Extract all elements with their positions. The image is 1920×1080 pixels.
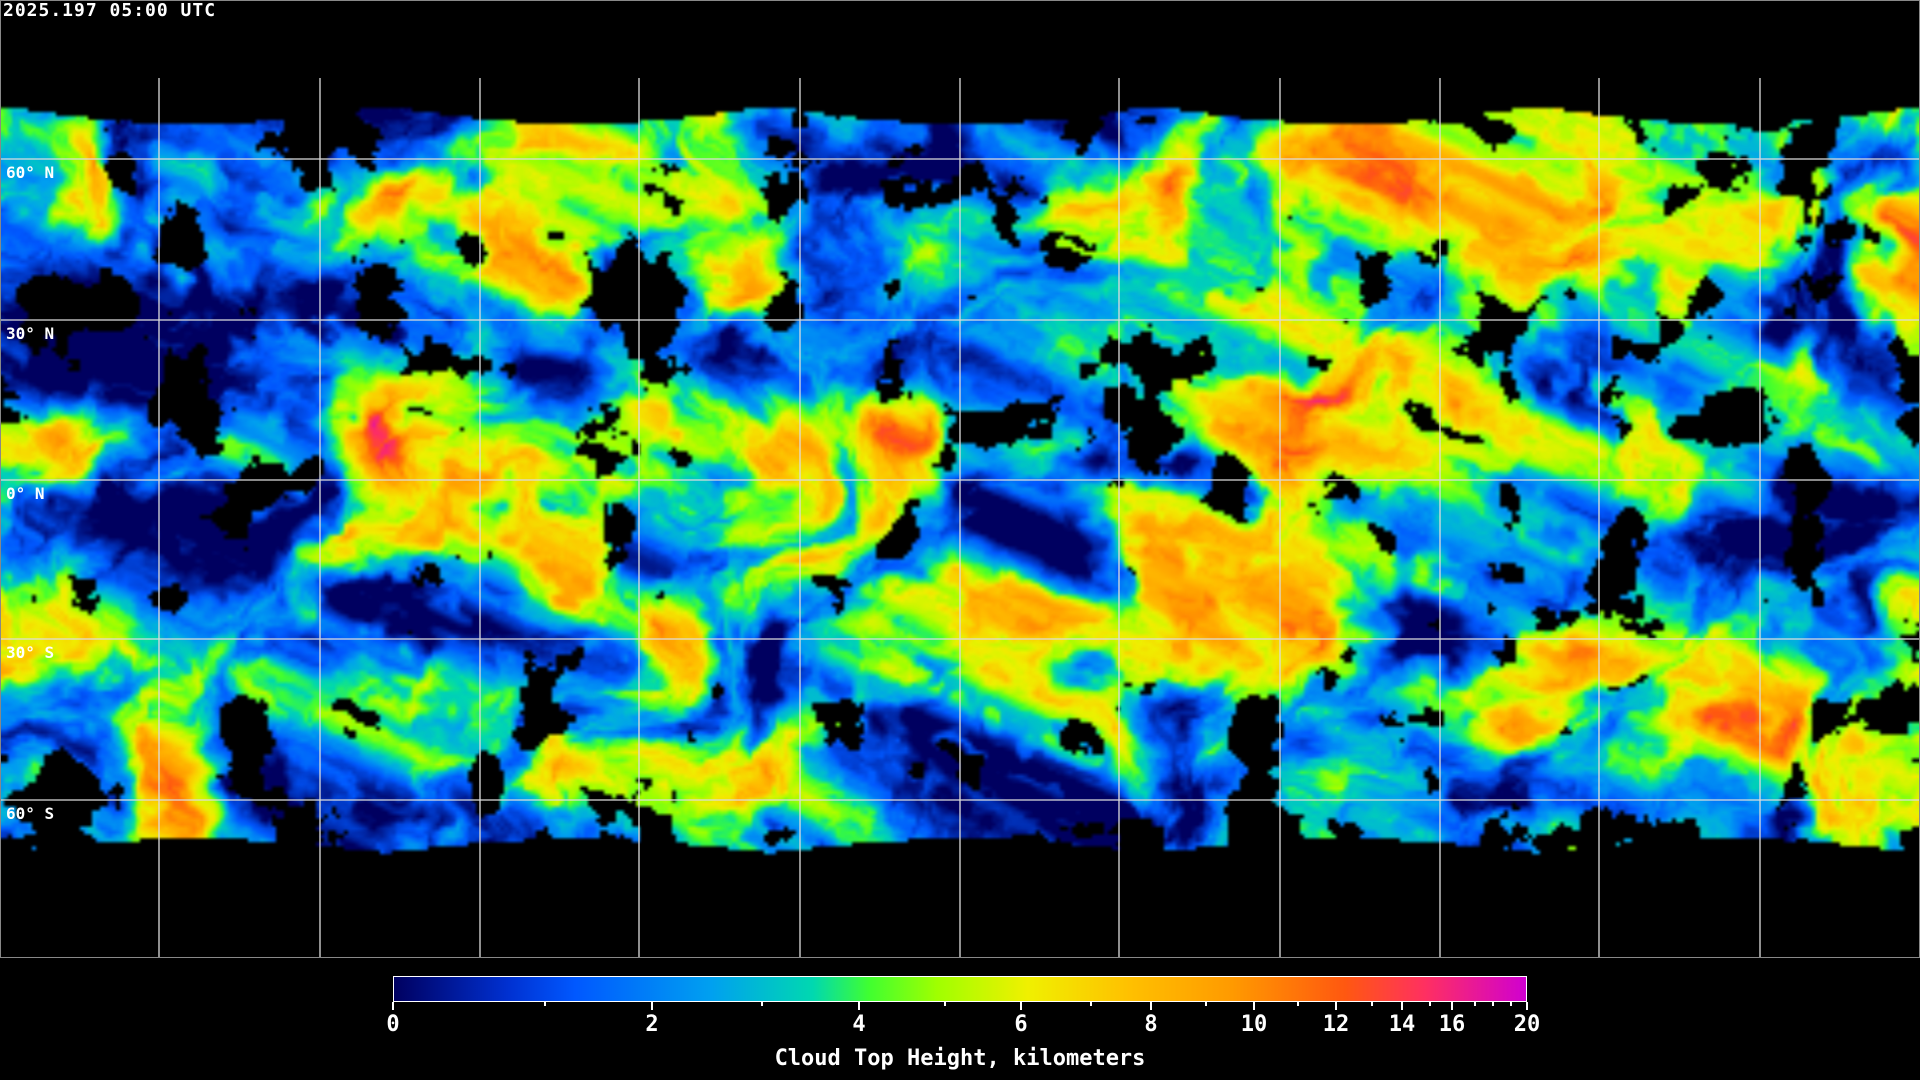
tick-label: 20 bbox=[1513, 1012, 1541, 1037]
graticule bbox=[0, 78, 1920, 958]
tick-label: 8 bbox=[1144, 1012, 1158, 1037]
colorbar-ticks bbox=[392, 1002, 1528, 1010]
colorbar-label: Cloud Top Height, kilometers bbox=[774, 1046, 1146, 1071]
lat-label-30s: 30° S bbox=[6, 643, 55, 662]
lat-label-30n: 30° N bbox=[6, 324, 55, 343]
tick-label: 16 bbox=[1438, 1012, 1466, 1037]
tick-label: 4 bbox=[852, 1012, 866, 1037]
lat-label-60s: 60° S bbox=[6, 804, 55, 823]
tick-label: 0 bbox=[386, 1012, 400, 1037]
tick-label: 12 bbox=[1322, 1012, 1350, 1037]
lat-label-0n: 0° N bbox=[6, 484, 45, 503]
timestamp-title: 2025.197 05:00 UTC bbox=[3, 0, 217, 21]
tick-label: 6 bbox=[1014, 1012, 1028, 1037]
map-frame bbox=[0, 0, 1920, 958]
colorbar bbox=[393, 976, 1527, 1002]
lat-label-60n: 60° N bbox=[6, 163, 55, 182]
tick-label: 10 bbox=[1240, 1012, 1268, 1037]
tick-label: 14 bbox=[1388, 1012, 1416, 1037]
tick-label: 2 bbox=[645, 1012, 659, 1037]
